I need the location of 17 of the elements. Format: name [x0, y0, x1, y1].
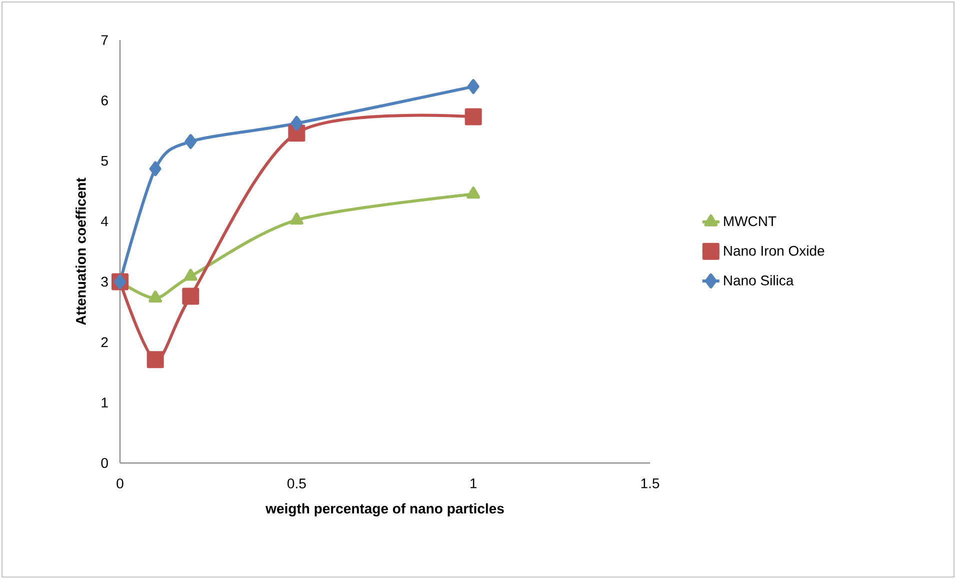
x-tick-label: 1.5: [641, 478, 660, 488]
x-tick-label: 1: [470, 478, 477, 488]
y-tick-label: 1: [102, 398, 108, 408]
y-tick-label: 6: [101, 95, 108, 106]
y-tick-label: 5: [101, 156, 108, 166]
legend-label: MWCNT: [724, 216, 776, 226]
x-tick-label: 0.5: [287, 478, 306, 488]
y-tick-label: 4: [101, 216, 108, 226]
y-tick-label: 0: [101, 458, 108, 468]
x-tick-label: 0: [116, 478, 124, 488]
y-tick-label: 2: [101, 337, 108, 348]
legend-label: Nano Iron Oxide: [724, 246, 824, 256]
y-axis-title: Attenuation coefficent: [76, 178, 86, 326]
y-tick-label: 3: [101, 276, 108, 287]
legend-label: Nano Silica: [724, 275, 794, 286]
y-tick-label: 7: [101, 35, 108, 45]
x-axis-title: weigth percentage of nano particles: [266, 503, 504, 516]
